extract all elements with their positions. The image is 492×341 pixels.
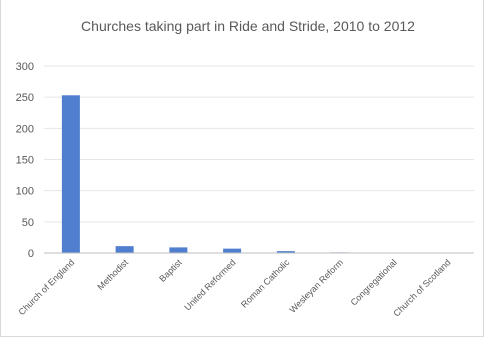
bar-baptist	[169, 247, 188, 253]
bar-methodist	[115, 246, 134, 253]
y-tick-label: 100	[16, 186, 34, 198]
x-tick-label: Church of England	[16, 257, 76, 317]
y-axis-ticks: 0 50 100 150 200 250 300	[16, 61, 34, 260]
x-tick-label: Church of Scotland	[391, 257, 452, 318]
bar-roman-catholic	[276, 251, 295, 253]
x-tick-label: Congregational	[349, 257, 399, 307]
y-tick-label: 300	[16, 61, 34, 73]
bar-church-of-england	[61, 95, 80, 254]
x-axis-ticks: Church of England Methodist BaptistUnited …	[16, 257, 452, 319]
y-tick-label: 250	[16, 92, 34, 104]
x-tick-label: Baptist	[157, 257, 184, 284]
y-tick-label: 150	[16, 155, 34, 167]
bar-united-reformed	[223, 248, 242, 253]
x-tick-label: Roman Catholic	[239, 257, 292, 310]
y-tick-label: 50	[22, 217, 34, 229]
chart-title: Churches taking part in Ride and Stride,…	[81, 18, 415, 34]
chart-frame	[0, 0, 484, 337]
x-tick-label: United Reformed	[182, 257, 237, 312]
gridlines	[44, 65, 474, 223]
y-tick-label: 0	[28, 248, 34, 260]
y-tick-label: 200	[16, 123, 34, 135]
x-tick-label: Methodist	[95, 257, 130, 292]
x-tick-label: Wesleyan Reform	[288, 257, 346, 315]
bars	[61, 95, 457, 254]
